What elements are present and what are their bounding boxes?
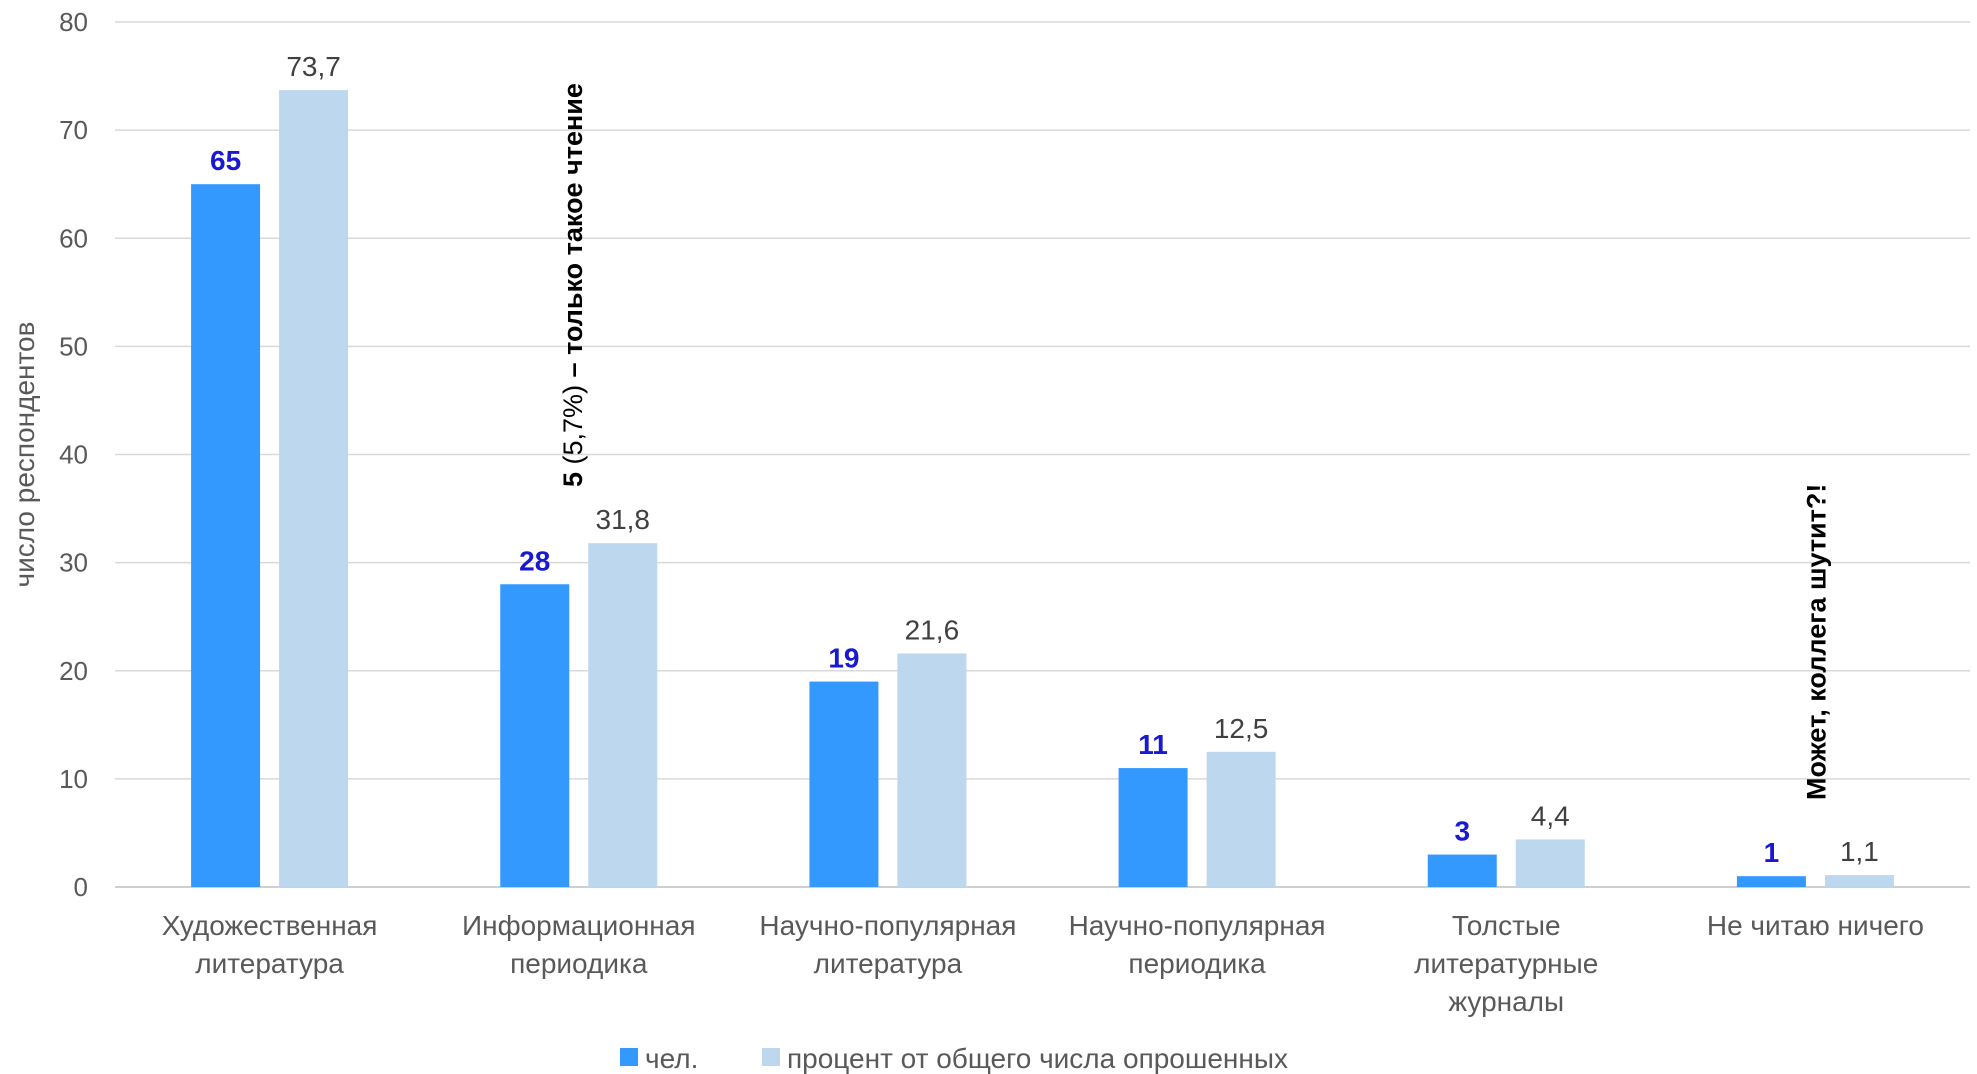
y-tick-label: 30 xyxy=(59,548,88,578)
y-tick-label: 80 xyxy=(59,7,88,37)
data-label: 1,1 xyxy=(1840,836,1879,867)
legend[interactable]: чел. процент от общего числа опрошенных xyxy=(620,1043,1288,1074)
annotations: 5 (5,7%) – только такое чтение Может, кол… xyxy=(558,83,1832,800)
bar-count xyxy=(1427,854,1497,887)
bar-percent xyxy=(1206,751,1276,887)
bar-percent xyxy=(588,543,658,887)
y-axis-label: число респондентов xyxy=(9,322,40,588)
y-tick-label: 40 xyxy=(59,440,88,470)
legend-swatch xyxy=(620,1048,638,1066)
bar-percent xyxy=(897,653,967,887)
y-tick-label: 20 xyxy=(59,656,88,686)
y-axis-ticks: 0 10 20 30 40 50 60 70 80 xyxy=(59,7,88,902)
bar-percent xyxy=(1824,875,1894,887)
category-label: Научно-популярная литература xyxy=(759,910,1016,979)
data-label: 31,8 xyxy=(596,504,651,535)
data-label: 28 xyxy=(519,545,550,576)
data-label: 21,6 xyxy=(905,614,960,645)
data-label: 19 xyxy=(828,643,859,674)
data-label: 3 xyxy=(1454,816,1470,847)
data-label: 1 xyxy=(1764,837,1780,868)
bar-count xyxy=(1118,768,1188,887)
category-label: Научно-популярная периодика xyxy=(1069,910,1326,979)
bars xyxy=(191,90,1894,887)
data-label: 12,5 xyxy=(1214,713,1269,744)
category-labels: Художественная литература Информационная пе… xyxy=(162,910,1924,1017)
legend-label[interactable]: процент от общего числа опрошенных xyxy=(787,1043,1288,1074)
y-tick-label: 0 xyxy=(74,872,88,902)
bar-count xyxy=(809,681,879,887)
annotation: 5 (5,7%) – только такое чтение xyxy=(558,83,588,487)
bar-percent xyxy=(1515,839,1585,887)
bar-count xyxy=(191,184,261,887)
legend-label[interactable]: чел. xyxy=(645,1043,698,1074)
data-labels: 65 28 19 11 3 1 73,7 31,8 21,6 12,5 4,4 1,1 xyxy=(210,51,1879,868)
category-label: Информационная периодика xyxy=(462,910,696,979)
bar-count xyxy=(500,584,570,887)
bar-percent xyxy=(279,90,349,887)
data-label: 11 xyxy=(1138,729,1168,760)
bar-count xyxy=(1736,876,1806,887)
data-label: 73,7 xyxy=(286,51,341,82)
y-tick-label: 10 xyxy=(59,764,88,794)
category-label: Не читаю ничего xyxy=(1707,910,1924,941)
y-tick-label: 70 xyxy=(59,115,88,145)
grid-lines xyxy=(115,21,1970,888)
annotation: Может, коллега шутит?! xyxy=(1801,484,1831,800)
data-label: 4,4 xyxy=(1531,800,1570,831)
y-tick-label: 50 xyxy=(59,331,88,361)
category-label: Толстые литературные журналы xyxy=(1414,910,1598,1017)
legend-swatch xyxy=(762,1048,780,1066)
data-label: 65 xyxy=(210,145,241,176)
y-tick-label: 60 xyxy=(59,223,88,253)
category-label: Художественная литература xyxy=(162,910,378,979)
